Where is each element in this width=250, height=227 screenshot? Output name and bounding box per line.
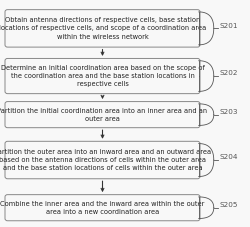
Text: Determine an initial coordination area based on the scope of
the coordination ar: Determine an initial coordination area b… [0, 65, 204, 87]
Text: Combine the inner area and the inward area within the outer
area into a new coor: Combine the inner area and the inward ar… [0, 201, 205, 215]
FancyBboxPatch shape [5, 101, 200, 128]
FancyBboxPatch shape [5, 141, 200, 179]
Text: Partition the initial coordination area into an inner area and an
outer area: Partition the initial coordination area … [0, 108, 208, 122]
FancyBboxPatch shape [5, 58, 200, 94]
Text: S201: S201 [220, 23, 238, 29]
Text: Partition the outer area into an inward area and an outward area
based on the an: Partition the outer area into an inward … [0, 149, 211, 171]
FancyBboxPatch shape [5, 195, 200, 221]
Text: S203: S203 [220, 109, 238, 115]
Text: S204: S204 [220, 154, 238, 160]
Text: S202: S202 [220, 70, 238, 76]
FancyBboxPatch shape [5, 10, 200, 47]
Text: Obtain antenna directions of respective cells, base station
locations of respect: Obtain antenna directions of respective … [0, 17, 206, 40]
Text: S205: S205 [220, 202, 238, 208]
